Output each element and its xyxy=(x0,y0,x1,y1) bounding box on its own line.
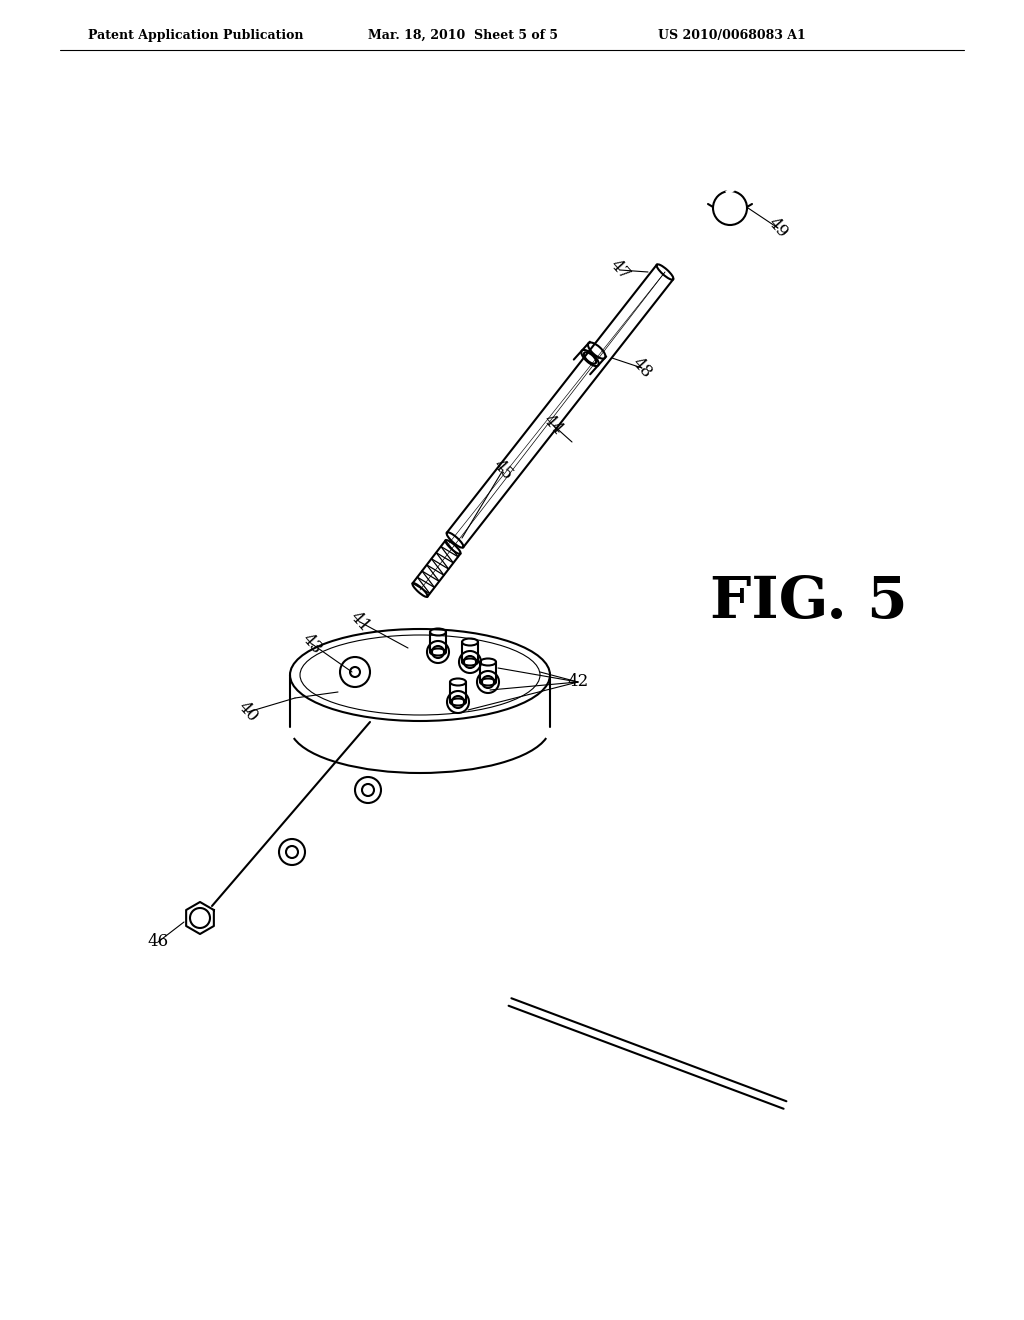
Text: 48: 48 xyxy=(629,354,655,381)
Text: 49: 49 xyxy=(765,214,792,242)
Text: Patent Application Publication: Patent Application Publication xyxy=(88,29,303,41)
Text: 40: 40 xyxy=(234,698,261,726)
Text: 42: 42 xyxy=(567,673,589,690)
Text: 44: 44 xyxy=(540,412,566,438)
Text: 45: 45 xyxy=(489,457,516,483)
Text: 46: 46 xyxy=(147,933,169,950)
Text: US 2010/0068083 A1: US 2010/0068083 A1 xyxy=(658,29,806,41)
Text: Mar. 18, 2010  Sheet 5 of 5: Mar. 18, 2010 Sheet 5 of 5 xyxy=(368,29,558,41)
Text: 41: 41 xyxy=(346,609,374,636)
Text: 43: 43 xyxy=(299,631,326,657)
Text: 47: 47 xyxy=(606,256,634,284)
Text: FIG. 5: FIG. 5 xyxy=(710,574,907,630)
